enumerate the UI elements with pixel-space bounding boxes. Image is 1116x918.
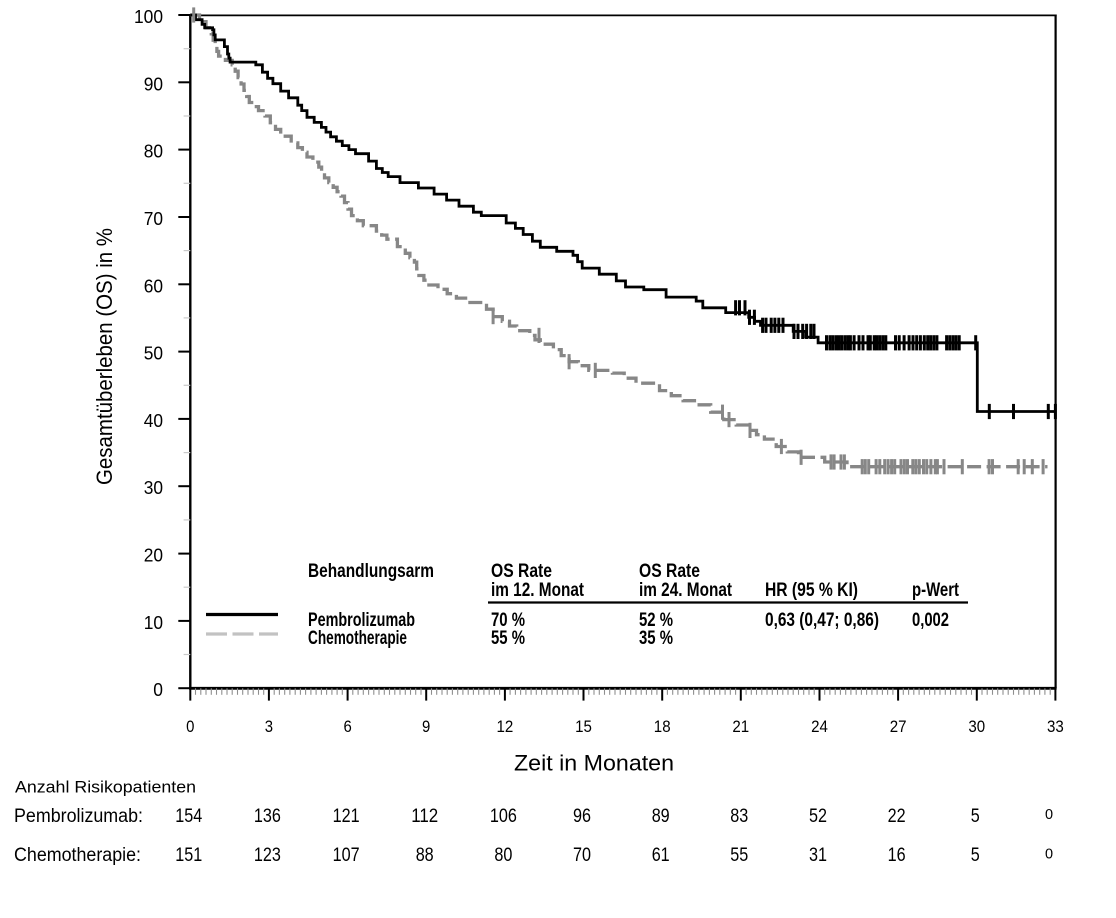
svg-text:70 %: 70 % [491,610,525,631]
svg-text:70: 70 [144,209,163,229]
svg-text:20: 20 [144,546,163,566]
svg-text:Chemotherapie: Chemotherapie [308,628,407,649]
svg-text:Behandlungsarm: Behandlungsarm [308,561,434,582]
svg-text:154: 154 [175,806,202,827]
svg-text:21: 21 [732,717,749,736]
svg-text:40: 40 [144,411,163,431]
svg-text:Gesamtüberleben (OS) in %: Gesamtüberleben (OS) in % [92,228,117,485]
svg-text:0: 0 [153,680,163,700]
svg-text:0: 0 [1045,847,1053,863]
svg-text:6: 6 [343,717,351,736]
svg-text:123: 123 [254,845,281,866]
svg-text:52 %: 52 % [639,610,673,631]
svg-text:106: 106 [490,806,517,827]
svg-text:3: 3 [265,717,273,736]
svg-text:OS Rate: OS Rate [639,561,700,582]
svg-text:Anzahl Risikopatienten: Anzahl Risikopatienten [15,777,196,796]
svg-text:55: 55 [730,845,748,866]
svg-text:15: 15 [575,717,592,736]
svg-text:35 %: 35 % [639,628,673,649]
svg-text:100: 100 [134,7,163,27]
svg-text:Zeit in Monaten: Zeit in Monaten [514,751,674,776]
svg-text:18: 18 [654,717,671,736]
svg-text:136: 136 [254,806,281,827]
svg-text:80: 80 [494,845,512,866]
svg-text:0: 0 [186,717,194,736]
svg-text:83: 83 [730,806,748,827]
svg-text:16: 16 [888,845,906,866]
svg-text:61: 61 [652,845,670,866]
svg-text:80: 80 [144,142,163,162]
svg-text:27: 27 [890,717,907,736]
svg-text:96: 96 [573,806,591,827]
svg-text:151: 151 [175,845,202,866]
svg-text:30: 30 [968,717,985,736]
svg-text:89: 89 [652,806,670,827]
svg-text:30: 30 [144,478,163,498]
svg-text:im 24. Monat: im 24. Monat [639,580,733,601]
svg-text:Chemotherapie:: Chemotherapie: [14,845,141,866]
svg-text:90: 90 [144,74,163,94]
svg-text:22: 22 [888,806,906,827]
svg-text:33: 33 [1047,717,1064,736]
svg-text:9: 9 [422,717,430,736]
svg-text:5: 5 [971,806,980,827]
svg-text:0,63 (0,47; 0,86): 0,63 (0,47; 0,86) [765,610,879,631]
svg-text:im 12. Monat: im 12. Monat [491,580,585,601]
svg-text:88: 88 [416,845,434,866]
svg-text:31: 31 [809,845,827,866]
svg-text:121: 121 [333,806,360,827]
svg-text:24: 24 [811,717,828,736]
svg-text:112: 112 [411,806,438,827]
svg-text:0: 0 [1045,807,1053,823]
svg-text:5: 5 [971,845,980,866]
svg-text:Pembrolizumab:: Pembrolizumab: [14,806,143,827]
svg-text:Pembrolizumab: Pembrolizumab [308,610,415,631]
svg-text:52: 52 [809,806,827,827]
svg-text:p-Wert: p-Wert [912,580,960,601]
svg-text:10: 10 [144,613,163,633]
svg-text:60: 60 [144,276,163,296]
svg-text:107: 107 [333,845,360,866]
svg-text:OS Rate: OS Rate [491,561,552,582]
svg-text:0,002: 0,002 [912,610,949,631]
svg-text:50: 50 [144,344,163,364]
svg-text:12: 12 [497,717,514,736]
svg-text:HR (95 % KI): HR (95 % KI) [765,580,858,601]
svg-text:55 %: 55 % [491,628,525,649]
svg-text:70: 70 [573,845,591,866]
